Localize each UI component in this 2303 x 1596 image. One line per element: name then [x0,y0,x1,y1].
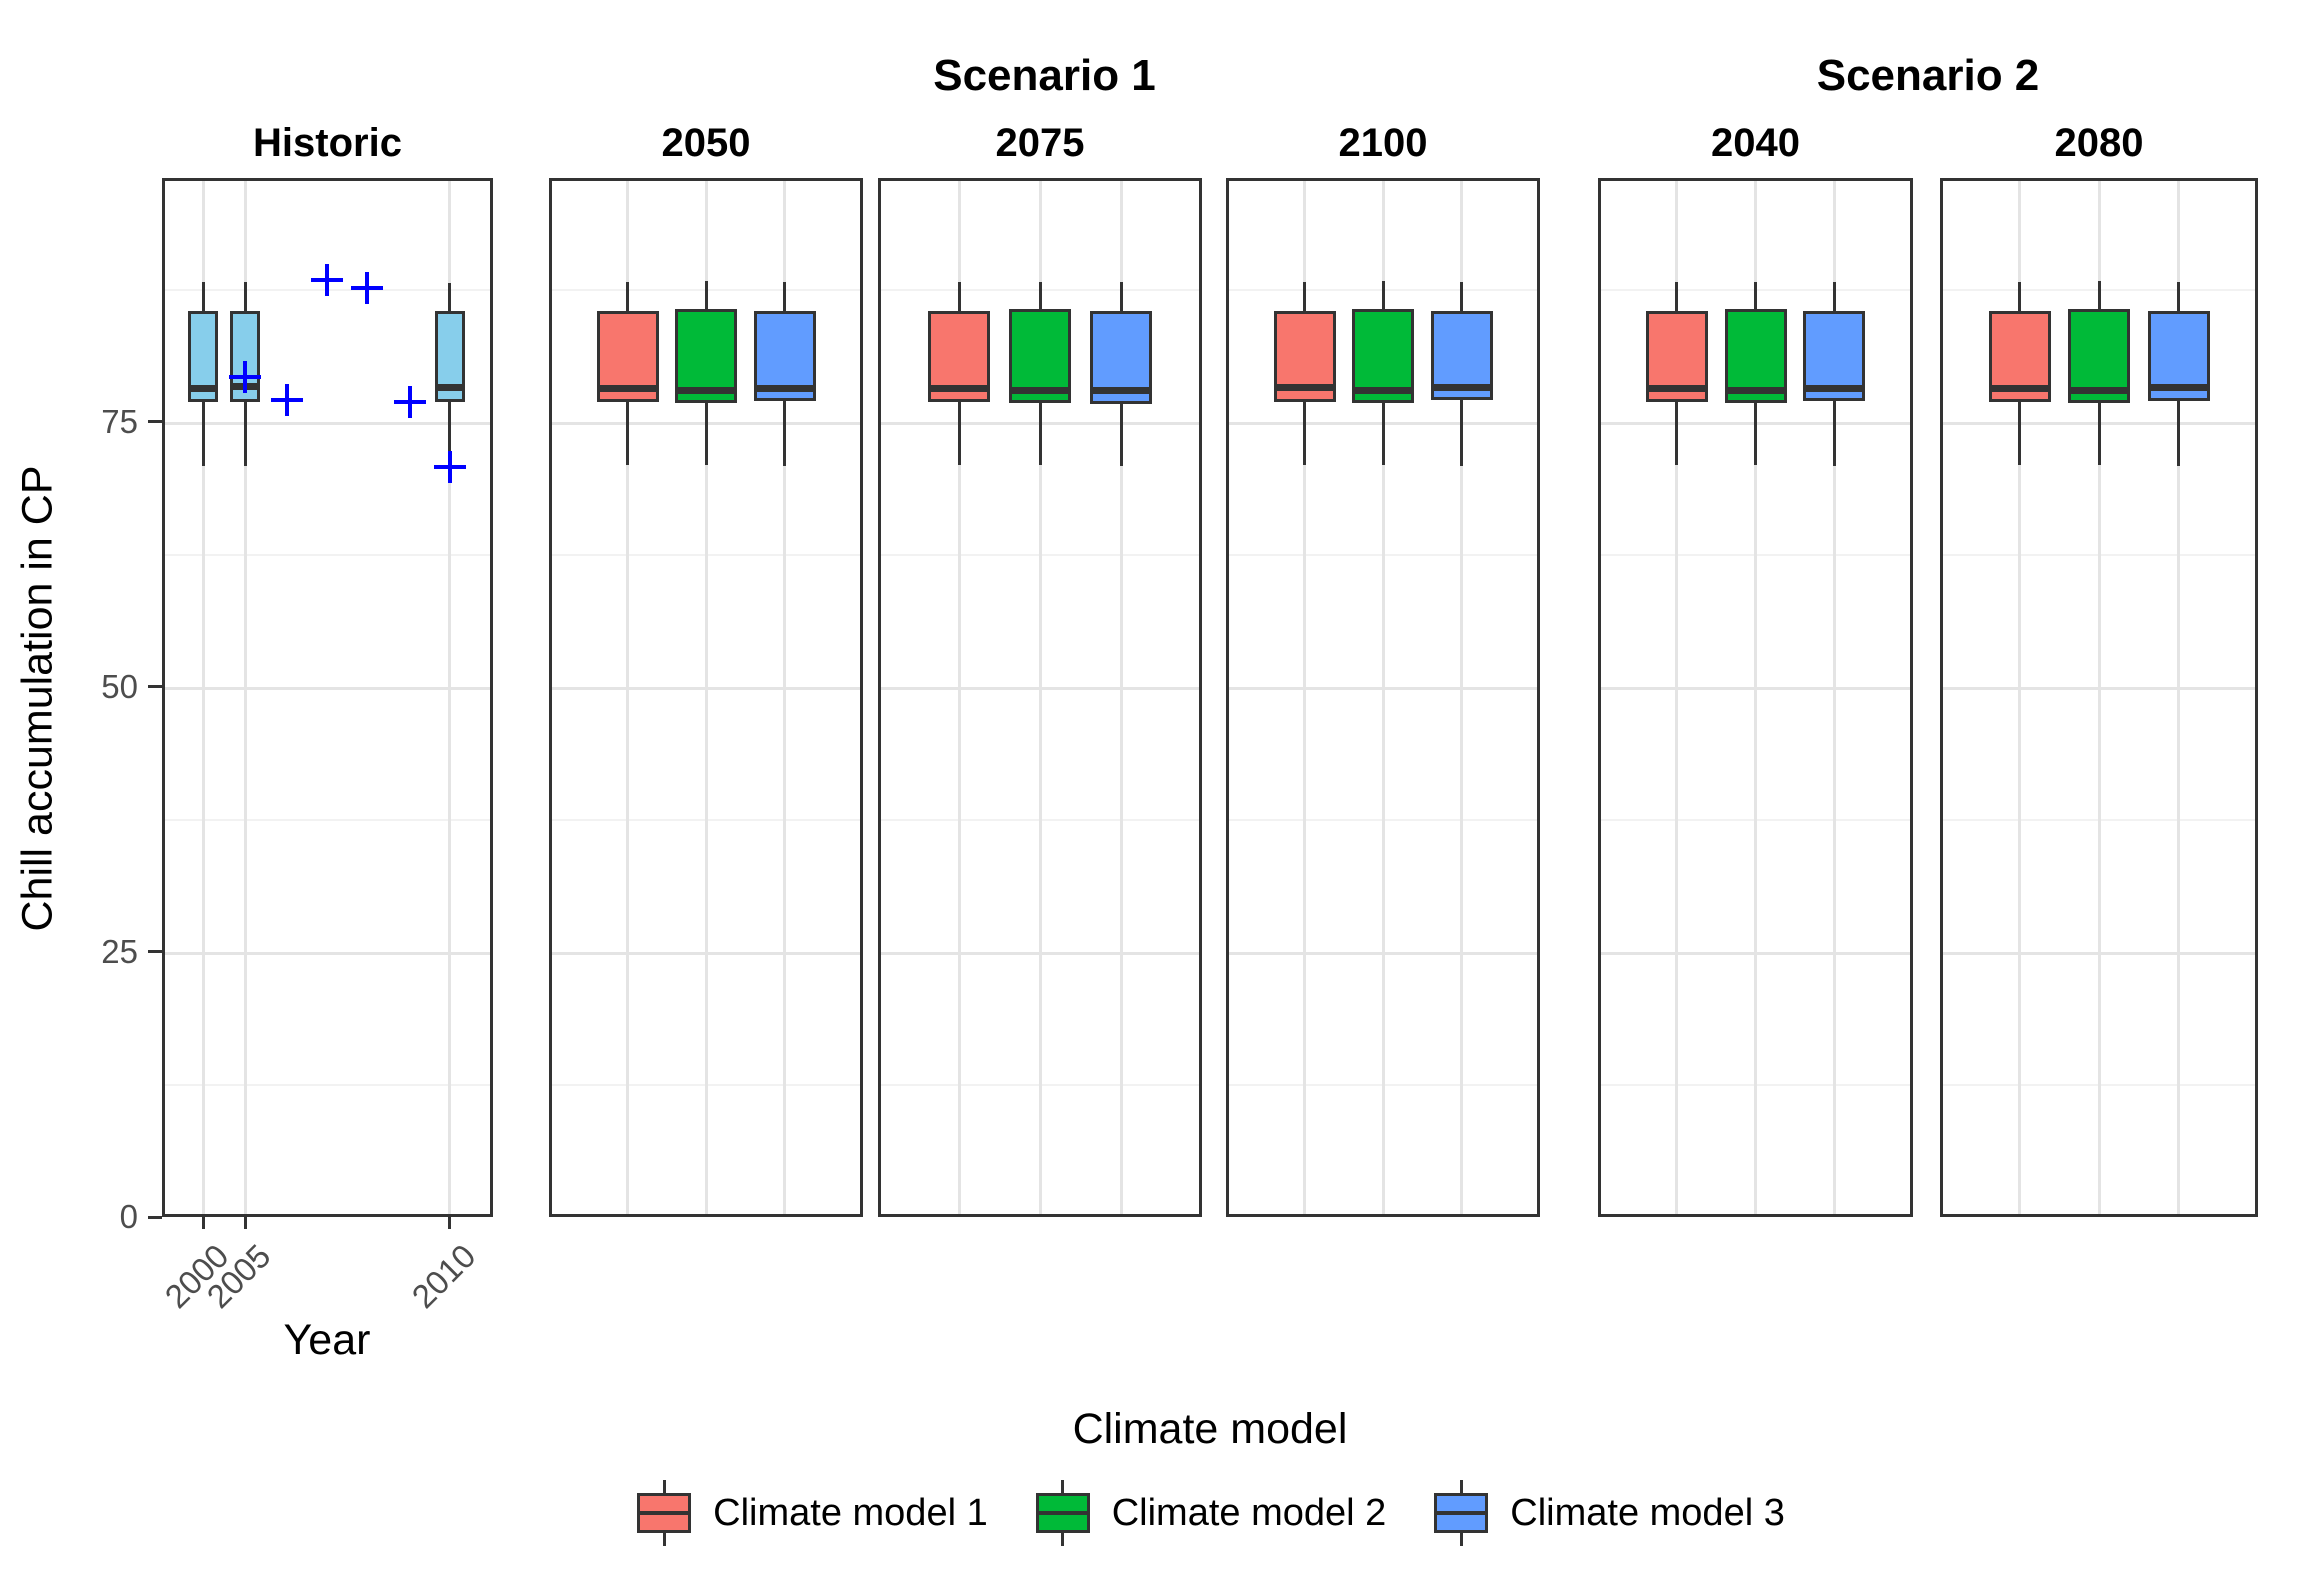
y-tick-label: 75 [101,402,138,440]
boxplot-median-line [434,384,465,392]
legend-key-whisker-bottom [1061,1533,1065,1546]
legend-key-boxplot-icon [1432,1480,1490,1546]
legend-item[interactable]: Climate model 2 [1034,1480,1387,1546]
observed-point-vbar [364,272,369,305]
legend-entries: Climate model 1 Climate model 2 Climate mo… [635,1480,1785,1546]
legend-key-whisker-top [1061,1480,1065,1493]
legend-item[interactable]: Climate model 1 [635,1480,988,1546]
gridline-vertical [2097,181,2101,1214]
observed-point [433,451,466,484]
legend-key-median [1434,1511,1489,1515]
observed-point-vbar [243,361,248,394]
y-tick-label: 0 [119,1198,138,1235]
boxplot-median-line [1724,386,1787,394]
group-title-scenario-2: Scenario 2 [1816,51,2040,100]
gridline-vertical [2177,181,2180,1214]
observed-point-vbar [325,263,330,296]
y-tick-mark [148,685,162,689]
boxplot-median-line [1645,385,1708,393]
facet-title-2050: 2050 [661,121,751,165]
legend-label: Climate model 2 [1111,1491,1387,1534]
boxplot-median-line [753,385,816,393]
observed-point [350,272,383,305]
facet-title-2080: 2080 [2054,121,2144,165]
gridline-vertical [1832,181,1836,1214]
boxplot-median-line [1803,385,1866,393]
gridline-vertical [1381,181,1385,1214]
boxplot-median-line [928,385,990,393]
boxplot-median-line [1009,386,1071,394]
observed-point-vbar [285,383,290,416]
gridline-major [165,421,490,425]
boxplot-median-line [1988,385,2051,393]
boxplot-median-line [596,385,659,393]
legend-label: Climate model 1 [713,1491,988,1534]
legend-label: Climate model 3 [1510,1491,1785,1534]
facet-title-2075: 2075 [995,121,1085,165]
gridline-minor [165,819,490,822]
y-tick-mark [148,950,162,954]
gridline-vertical [1119,181,1123,1214]
y-axis-title: Chill accumulation in CP [13,465,62,932]
boxplot-median-line [1273,384,1336,392]
legend-key-whisker-top [662,1480,666,1493]
gridline-vertical [1303,181,1306,1214]
observed-point-vbar [407,385,412,418]
facet-title-2040: 2040 [1711,121,1800,165]
gridline-vertical [448,181,452,1214]
boxplot-median-line [675,386,737,394]
x-tick-mark [201,1217,205,1229]
y-tick-mark [148,420,162,424]
facet-title-historic: Historic [253,121,402,165]
y-tick-label: 50 [101,667,138,705]
gridline-minor [165,554,490,557]
legend-key-median [1035,1511,1090,1515]
x-tick-label: 2010 [404,1237,483,1316]
gridline-vertical [1460,181,1463,1214]
x-tick-mark [243,1217,247,1229]
x-axis-title: Year [283,1316,371,1364]
y-tick-mark [148,1215,162,1219]
legend-key-boxplot-icon [635,1480,693,1546]
legend-item[interactable]: Climate model 3 [1432,1480,1785,1546]
group-title-scenario-1: Scenario 1 [933,51,1156,100]
gridline-vertical [1038,181,1042,1214]
legend-title: Climate model [1072,1405,1348,1453]
boxplot-median-line [2068,386,2130,394]
observed-point-vbar [447,451,452,484]
gridline-vertical [2018,181,2021,1214]
gridline-vertical [783,181,786,1214]
observed-point [311,263,344,296]
gridline-vertical [626,181,629,1214]
legend-key-whisker-top [1459,1480,1463,1493]
gridline-major [165,686,490,690]
boxplot-median-line [2147,384,2210,392]
facet-title-2100: 2100 [1338,121,1428,165]
gridline-vertical [201,181,205,1214]
x-tick-mark [448,1217,452,1229]
gridline-major [165,951,490,955]
legend-key-boxplot-icon [1034,1480,1092,1546]
y-tick-label: 25 [101,932,138,970]
gridline-minor [165,1084,490,1087]
legend-key-whisker-bottom [662,1533,666,1546]
gridline-vertical [957,181,961,1214]
gridline-vertical [243,181,247,1214]
legend: Climate model Climate model 1 Climate mod… [162,1404,2258,1546]
legend-key-whisker-bottom [1459,1533,1463,1546]
gridline-vertical [1754,181,1757,1214]
boxplot-median-line [188,385,219,393]
legend-key-median [637,1511,692,1515]
gridline-vertical [1675,181,1679,1214]
boxplot-median-line [1090,386,1152,394]
observed-point [271,383,304,416]
boxplot-median-line [1430,384,1493,392]
observed-point [393,385,426,418]
observed-point [229,361,262,394]
gridline-vertical [704,181,708,1214]
boxplot-median-line [1352,386,1414,394]
